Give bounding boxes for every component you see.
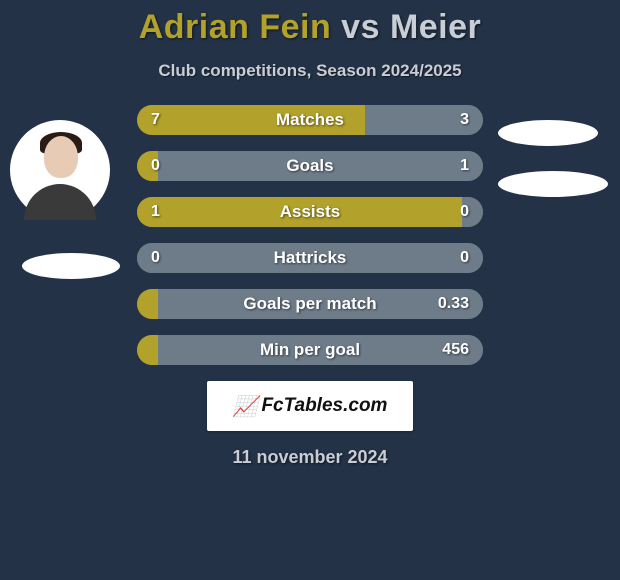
bar-left-fill: [137, 197, 462, 227]
bar-right-fill: [158, 289, 483, 319]
bar-row: Goals01: [137, 151, 483, 181]
content-root: Adrian Fein vs Meier Club competitions, …: [0, 0, 620, 580]
title-player1: Adrian Fein: [139, 8, 332, 46]
bar-left-fill: [137, 335, 158, 365]
page-title: Adrian Fein vs Meier: [0, 8, 620, 47]
bar-left-fill: [137, 105, 365, 135]
bar-right-fill: [310, 243, 483, 273]
avatar-body-shape: [24, 184, 96, 220]
bar-row: Assists10: [137, 197, 483, 227]
bar-row: Min per goal456: [137, 335, 483, 365]
bar-right-fill: [158, 335, 483, 365]
logo-text: FcTables.com: [261, 395, 387, 417]
player1-avatar: [10, 120, 110, 220]
player1-club-ellipse: [22, 253, 120, 279]
player2-club-ellipse: [498, 171, 608, 197]
comparison-bars: Matches73 Goals01 Assists10 Hattricks00 Goal…: [137, 105, 483, 365]
title-vs: vs: [331, 8, 390, 46]
bar-row: Hattricks00: [137, 243, 483, 273]
bar-row: Matches73: [137, 105, 483, 135]
fctables-logo: 📈 FcTables.com: [207, 381, 413, 431]
chart-stage: Matches73 Goals01 Assists10 Hattricks00 Goal…: [0, 105, 620, 365]
bar-right-fill: [158, 151, 483, 181]
bar-row: Goals per match0.33: [137, 289, 483, 319]
player2-avatar-ellipse: [498, 120, 598, 146]
bar-left-fill: [137, 289, 158, 319]
avatar-head-shape: [44, 136, 78, 178]
chart-icon: 📈: [233, 394, 258, 419]
title-player2: Meier: [390, 8, 481, 46]
subtitle: Club competitions, Season 2024/2025: [0, 61, 620, 81]
bar-right-fill: [365, 105, 483, 135]
bar-right-fill: [462, 197, 483, 227]
date-text: 11 november 2024: [0, 447, 620, 468]
bar-left-fill: [137, 151, 158, 181]
bar-left-fill: [137, 243, 310, 273]
